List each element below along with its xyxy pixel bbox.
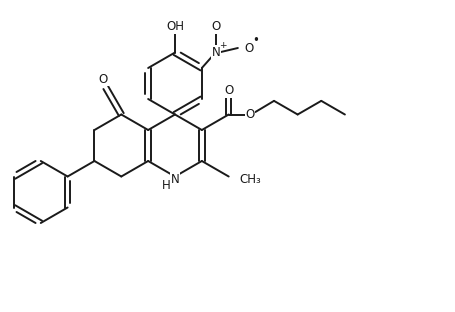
Text: N: N (171, 173, 179, 186)
Text: CH₃: CH₃ (240, 173, 262, 186)
Text: •: • (253, 34, 259, 47)
Text: O: O (246, 108, 255, 121)
Text: N: N (212, 46, 220, 59)
Text: O: O (99, 73, 108, 86)
Text: O: O (224, 84, 233, 97)
Text: OH: OH (166, 20, 184, 33)
Text: +: + (219, 41, 227, 50)
Text: H: H (162, 179, 170, 192)
Text: O: O (211, 21, 221, 33)
Text: O: O (244, 41, 253, 55)
